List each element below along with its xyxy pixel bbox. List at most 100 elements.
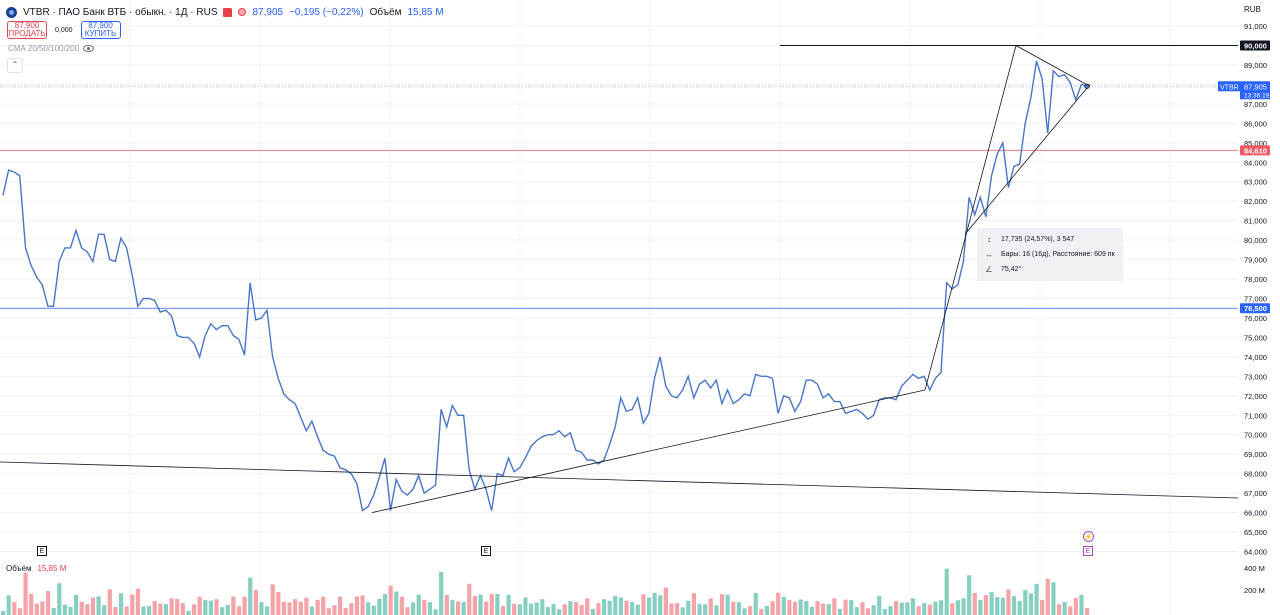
- badge-76500: [1240, 303, 1270, 314]
- volume-bar: [214, 599, 219, 615]
- symbol-title[interactable]: VTBR · ПАО Банк ВТБ · обыкн. · 1Д · RUS: [23, 6, 218, 18]
- volume-bar: [422, 599, 427, 615]
- trendline: [924, 45, 1017, 391]
- price-series-line: [2, 60, 1088, 512]
- volume-bar: [411, 602, 416, 615]
- y-tick-label: 86,000: [1244, 119, 1267, 128]
- volume-bar: [96, 596, 101, 615]
- volume-bar: [562, 604, 567, 615]
- volume-bar: [663, 587, 668, 615]
- volume-bar: [624, 600, 629, 615]
- volume-bar: [579, 605, 584, 615]
- volume-bar: [1051, 582, 1056, 615]
- volume-bar: [955, 600, 961, 615]
- volume-bar: [1062, 602, 1067, 615]
- volume-bar: [568, 601, 573, 615]
- volume-bar: [495, 593, 500, 615]
- volume-bar: [270, 584, 275, 615]
- y-tick-label: 70,000: [1244, 431, 1267, 440]
- volume-bar: [74, 594, 79, 615]
- eye-icon[interactable]: [83, 45, 95, 52]
- volume-bar: [1, 611, 6, 615]
- volume-bar: [242, 596, 247, 615]
- volume-bar: [1085, 608, 1090, 615]
- volume-bar: [849, 600, 854, 615]
- header-volume-value: 15,85 M: [407, 6, 444, 18]
- indicator-label: СМА 20/50/100/200: [8, 44, 80, 53]
- buy-button[interactable]: 87,900 КУПИТЬ: [80, 21, 121, 39]
- volume-bar: [225, 605, 230, 615]
- volume-bar: [910, 598, 916, 615]
- volume-bar: [938, 600, 944, 615]
- volume-bar: [259, 602, 264, 615]
- volume-bar: [343, 608, 348, 615]
- volume-bar: [147, 606, 152, 615]
- volume-bar: [652, 592, 657, 615]
- sell-button[interactable]: 87,900 ПРОДАТЬ: [7, 21, 47, 39]
- volume-bar: [135, 588, 140, 615]
- volume-bar: [719, 594, 725, 615]
- volume-bar: [1079, 594, 1084, 615]
- volume-bar: [1040, 599, 1045, 615]
- volume-bar: [528, 603, 534, 615]
- volume-bar: [882, 609, 888, 615]
- earnings-marker-1[interactable]: E: [37, 546, 47, 556]
- volume-tick-label: 200 M: [1244, 586, 1265, 595]
- volume-bar: [484, 601, 489, 615]
- header-change: −0,195 (−0,22%): [289, 6, 364, 18]
- volume-bar: [776, 592, 781, 615]
- currency-label[interactable]: RUB: [1244, 5, 1261, 14]
- badge-current-price: [1240, 81, 1270, 100]
- volume-bar: [62, 604, 67, 615]
- y-tick-label: 80,000: [1244, 236, 1267, 245]
- volume-bar: [905, 602, 910, 615]
- angle-icon: ∠: [985, 265, 993, 274]
- y-tick-label: 74,000: [1244, 353, 1267, 362]
- volume-bar: [545, 607, 551, 615]
- volume-bar: [517, 604, 522, 615]
- volume-bar: [186, 611, 191, 615]
- volume-bar: [691, 593, 697, 615]
- header-price: 87,905: [252, 6, 284, 18]
- volume-bar: [34, 603, 39, 615]
- volume-bar: [1028, 593, 1034, 615]
- volume-bar: [253, 589, 258, 615]
- volume-bar: [658, 595, 663, 615]
- trendline: [964, 84, 1091, 235]
- volume-bar: [17, 608, 23, 615]
- volume-bar: [1000, 597, 1005, 615]
- volume-bar: [12, 602, 17, 615]
- volume-bar: [877, 595, 882, 615]
- volume-bar: [23, 572, 28, 615]
- indicator-legend[interactable]: СМА 20/50/100/200: [8, 44, 95, 53]
- volume-bar: [888, 606, 893, 615]
- y-tick-label: 76,000: [1244, 314, 1267, 323]
- collapse-legend-button[interactable]: ⌃: [7, 58, 23, 73]
- badge-84610: [1240, 145, 1270, 156]
- volume-bar: [315, 599, 320, 615]
- earnings-marker-future[interactable]: E: [1083, 546, 1093, 556]
- volume-bar: [804, 601, 809, 615]
- volume-bar: [506, 594, 511, 615]
- volume-bar: [500, 606, 506, 615]
- volume-bar: [770, 601, 775, 615]
- volume-bar: [152, 601, 157, 615]
- bolt-icon[interactable]: ⚡: [1083, 531, 1094, 542]
- volume-bar: [489, 594, 494, 615]
- badge-84610-text: 84,610: [1244, 146, 1267, 155]
- volume-bar: [557, 609, 562, 615]
- earnings-marker-2[interactable]: E: [481, 546, 491, 556]
- volume-bar: [40, 601, 45, 615]
- volume-bar: [989, 592, 994, 615]
- volume-bar: [697, 603, 702, 615]
- volume-bar: [399, 596, 404, 615]
- y-tick-label: 75,000: [1244, 333, 1267, 342]
- volume-bar: [601, 599, 607, 615]
- volume-bar: [51, 608, 56, 615]
- price-range-icon: ↕: [987, 235, 991, 244]
- volume-bar: [821, 603, 826, 615]
- volume-bar: [573, 601, 579, 615]
- volume-bar: [967, 575, 972, 615]
- trendlines: [0, 45, 1239, 513]
